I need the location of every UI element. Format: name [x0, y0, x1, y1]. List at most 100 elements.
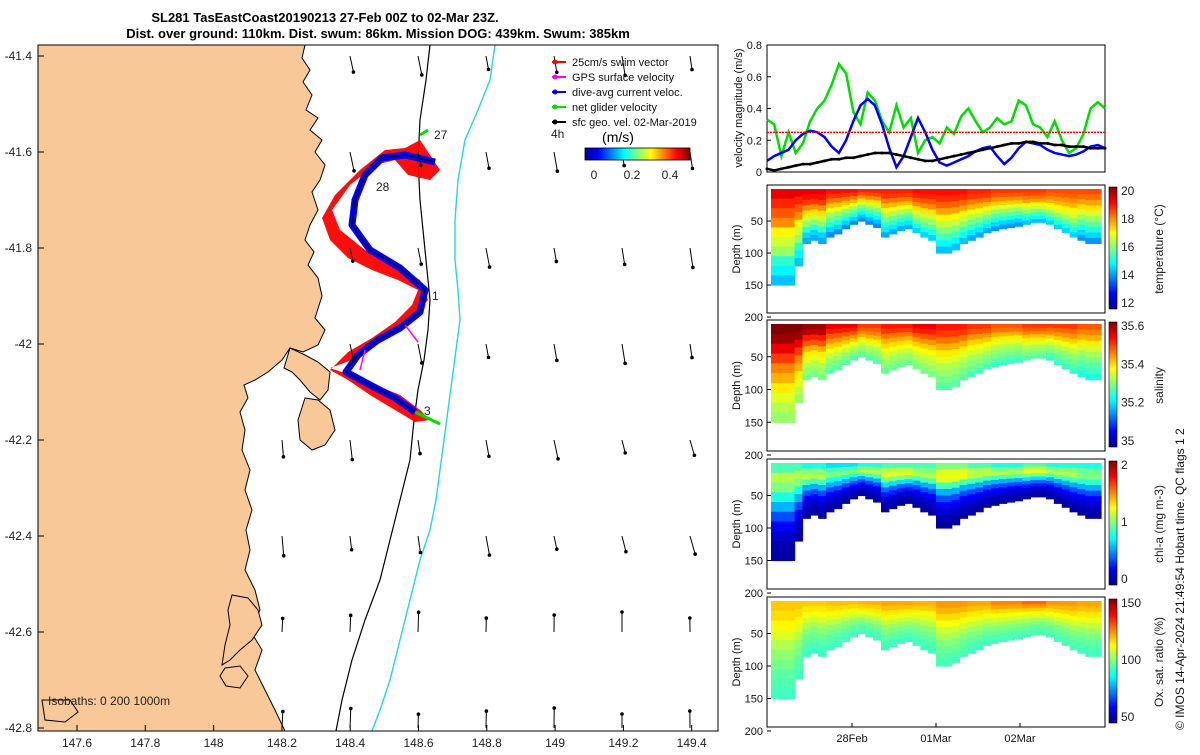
- section-cell: [983, 476, 991, 481]
- section-cell: [975, 344, 983, 350]
- section-cell: [1046, 217, 1054, 221]
- colorbar-tick-label: 35.4: [1121, 357, 1145, 371]
- section-cell: [802, 374, 810, 380]
- section-cell: [897, 206, 905, 211]
- section-cell: [1015, 493, 1023, 497]
- section-cell: [818, 357, 826, 363]
- section-cell: [810, 366, 818, 372]
- section-cell: [881, 223, 889, 228]
- section-cell: [897, 635, 905, 640]
- section-cell: [1046, 492, 1054, 496]
- section-cell: [912, 641, 920, 646]
- section-cell: [810, 637, 818, 643]
- geo-point: [830, 158, 833, 161]
- geo-vel-arrowhead: [556, 457, 560, 461]
- geo-point: [852, 156, 855, 159]
- section-cell: [928, 479, 936, 485]
- section-cell: [1007, 475, 1015, 480]
- section-cell: [967, 643, 975, 649]
- section-cell: [1070, 349, 1078, 355]
- section-cell: [795, 340, 803, 348]
- section-cell: [1093, 374, 1101, 380]
- section-cell: [975, 468, 983, 473]
- section-cell: [873, 208, 881, 212]
- section-cell: [928, 194, 936, 200]
- section-cell: [810, 340, 818, 346]
- geo-vel-arrow: [350, 615, 351, 632]
- section-cell: [818, 651, 826, 657]
- depth-tick-label: 150: [745, 556, 763, 568]
- section-cell: [960, 330, 968, 336]
- section-cell: [1085, 640, 1093, 646]
- geo-point: [794, 164, 797, 167]
- section-cell: [818, 507, 826, 513]
- section-cell: [944, 331, 952, 338]
- depth-axis-label: Depth (m): [731, 361, 743, 410]
- section-cell: [881, 463, 889, 468]
- section-cell: [920, 203, 928, 208]
- section-cell: [881, 368, 889, 374]
- section-cell: [999, 225, 1007, 230]
- section-cell: [1085, 634, 1093, 640]
- geo-vel-arrowhead: [282, 455, 286, 459]
- section-cell: [881, 625, 889, 630]
- section-cell: [999, 475, 1007, 480]
- section-cell: [779, 383, 787, 393]
- section-cell: [834, 361, 842, 366]
- section-cell: [873, 601, 881, 606]
- section-cell: [975, 492, 983, 497]
- day-label-1: 1: [432, 289, 439, 303]
- section-cell: [1077, 350, 1085, 356]
- section-cell: [834, 229, 842, 234]
- section-cell: [826, 227, 834, 232]
- section-cell: [802, 211, 810, 217]
- section-cell: [944, 221, 952, 228]
- section-cell: [999, 463, 1007, 468]
- section-cell: [1070, 363, 1078, 369]
- section-cell: [889, 472, 897, 477]
- section-cell: [991, 333, 999, 338]
- section-cell: [1054, 499, 1062, 504]
- section-cell: [905, 491, 913, 496]
- section-cell: [960, 211, 968, 217]
- section-cell: [1015, 219, 1023, 223]
- section-cell: [826, 635, 834, 640]
- section-cell: [936, 247, 944, 254]
- section-cell: [834, 347, 842, 352]
- section-cell: [873, 628, 881, 633]
- section-cell: [818, 352, 826, 358]
- section-cell: [771, 334, 779, 344]
- section-cell: [802, 216, 810, 222]
- section-cell: [1007, 324, 1015, 329]
- depth-tick-label: 200: [745, 726, 763, 738]
- section-cell: [818, 189, 826, 195]
- section-cell: [850, 338, 858, 342]
- section-cell: [1007, 486, 1015, 491]
- section-cell: [920, 502, 928, 507]
- section-cell: [810, 463, 818, 469]
- section-cell: [960, 502, 968, 508]
- section-cell: [960, 651, 968, 657]
- section-cell: [975, 621, 983, 626]
- section-cell: [818, 513, 826, 519]
- section-cell: [881, 468, 889, 473]
- section-cell: [1007, 617, 1015, 622]
- section-cell: [897, 488, 905, 493]
- section-cell: [960, 469, 968, 475]
- section-cell: [944, 476, 952, 483]
- lon-tick-label: 148: [204, 736, 224, 750]
- velocity-ytick-label: 0.6: [747, 72, 762, 84]
- section-cell: [897, 467, 905, 472]
- section-cell: [1046, 328, 1054, 332]
- section-cell: [928, 494, 936, 500]
- section-cell: [802, 324, 810, 330]
- section-cell: [810, 215, 818, 221]
- section-cell: [1062, 610, 1070, 615]
- section-cell: [1007, 201, 1015, 205]
- geo-point: [1024, 140, 1027, 143]
- speed-colorbar: [585, 148, 690, 160]
- section-cell: [975, 611, 983, 616]
- section-cell: [1030, 338, 1038, 342]
- section-cell: [920, 606, 928, 611]
